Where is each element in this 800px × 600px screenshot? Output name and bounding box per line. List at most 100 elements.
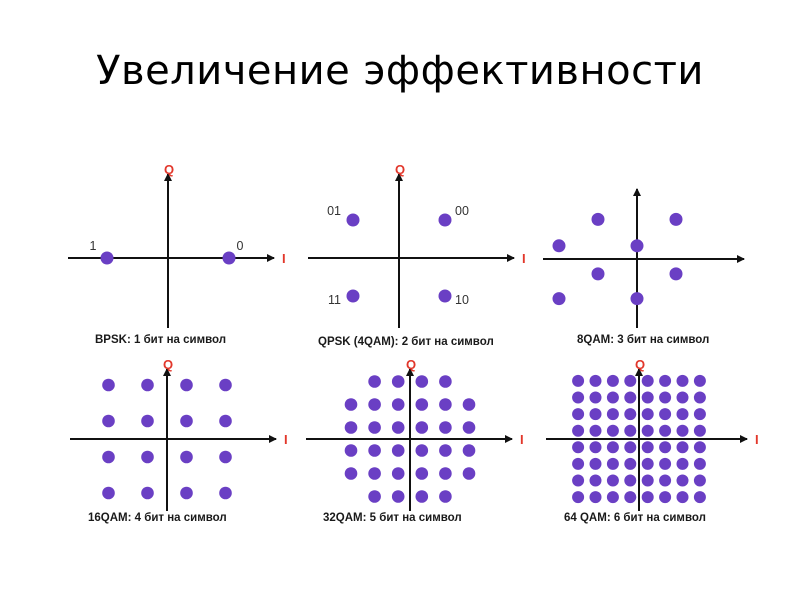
q-axis-label: Q (395, 162, 405, 177)
constellation-point (102, 450, 115, 464)
constellation-bpsk: Q I 1 0 (68, 162, 286, 328)
caption-8qam: 8QAM: 3 бит на символ (577, 334, 710, 346)
slide-title: Увеличение эффективности (96, 48, 704, 94)
constellation-point (676, 457, 689, 470)
constellation-point (606, 391, 619, 404)
constellation-point (606, 441, 619, 454)
i-axis-label: I (755, 432, 759, 447)
i-axis-label: I (282, 251, 286, 266)
constellation-point (630, 292, 644, 306)
constellation-point (676, 374, 689, 387)
constellation-point (624, 391, 637, 404)
constellation-point (100, 251, 114, 265)
constellation-point (659, 441, 672, 454)
constellation-point (693, 457, 706, 470)
caption-16qam: 16QAM: 4 бит на символ (88, 512, 227, 524)
constellation-point (439, 421, 452, 434)
constellation-point (572, 441, 585, 454)
constellation-point (438, 213, 452, 227)
constellation-point (344, 398, 358, 411)
constellation-point (344, 467, 358, 480)
constellation-point (591, 212, 605, 226)
constellation-point (693, 424, 706, 437)
constellation-point (219, 378, 232, 392)
constellation-point (589, 408, 602, 421)
constellation-point (368, 398, 381, 411)
constellation-point (415, 375, 429, 388)
constellation-point (391, 375, 405, 388)
constellation-point (589, 441, 602, 454)
constellation-point (141, 450, 154, 464)
constellation-point (344, 421, 358, 434)
q-axis-label: Q (163, 357, 173, 372)
constellation-point (693, 408, 706, 421)
constellation-point (693, 391, 706, 404)
point-label: 01 (327, 204, 341, 218)
constellation-point (641, 424, 654, 437)
constellation-point (693, 374, 706, 387)
caption-32qam: 32QAM: 5 бит на символ (323, 512, 462, 524)
constellation-point (606, 374, 619, 387)
constellation-point (669, 212, 683, 226)
constellation-point (606, 474, 619, 487)
constellation-point (368, 467, 381, 480)
constellation-point (693, 474, 706, 487)
constellation-point (572, 424, 585, 437)
constellation-point (102, 414, 115, 428)
point-label: 0 (237, 239, 244, 253)
i-axis-label: I (520, 432, 524, 447)
constellation-point (693, 441, 706, 454)
constellation-point (368, 490, 381, 503)
constellation-point (624, 424, 637, 437)
constellation-64qam: QI (546, 357, 759, 511)
constellation-point (641, 441, 654, 454)
i-axis-label: I (284, 432, 288, 447)
constellation-point (606, 457, 619, 470)
constellation-point (219, 486, 232, 500)
constellation-point (391, 467, 405, 480)
constellation-point (624, 408, 637, 421)
caption-bpsk: BPSK: 1 бит на символ (95, 334, 227, 346)
constellation-point (391, 421, 405, 434)
constellation-point (552, 239, 566, 253)
constellation-point (641, 374, 654, 387)
constellation-qpsk: Q I 01 00 11 10 (308, 162, 526, 328)
constellation-point (641, 474, 654, 487)
constellation-point (630, 239, 644, 253)
i-axis-label: I (522, 251, 526, 266)
constellation-point (346, 213, 360, 227)
constellation-point (659, 457, 672, 470)
constellation-point (346, 289, 360, 303)
constellation-point (641, 391, 654, 404)
constellation-point (180, 486, 193, 500)
constellation-point (572, 474, 585, 487)
constellation-point (141, 486, 154, 500)
constellation-point (606, 408, 619, 421)
constellation-point (624, 491, 637, 504)
constellation-point (624, 457, 637, 470)
constellation-point (572, 408, 585, 421)
caption-qpsk: QPSK (4QAM): 2 бит на символ (318, 336, 494, 348)
constellation-point (659, 391, 672, 404)
constellation-point (641, 408, 654, 421)
point-label: 11 (328, 293, 341, 307)
constellation-point (391, 444, 405, 457)
constellation-point (669, 267, 683, 281)
constellation-32qam: QI (306, 357, 524, 511)
constellation-point (219, 450, 232, 464)
constellation-point (462, 421, 476, 434)
constellation-point (589, 424, 602, 437)
point-label: 00 (455, 204, 469, 218)
constellation-point (591, 267, 605, 281)
constellation-point (439, 398, 452, 411)
constellation-point (368, 444, 381, 457)
constellation-point (102, 486, 115, 500)
constellation-point (219, 414, 232, 428)
constellation-point (415, 421, 429, 434)
panel-bpsk: Q I 1 0 (60, 160, 286, 330)
constellation-point (391, 490, 405, 503)
constellation-point (415, 467, 429, 480)
constellation-point (462, 444, 476, 457)
constellation-point (415, 444, 429, 457)
constellation-8qam (543, 188, 745, 328)
